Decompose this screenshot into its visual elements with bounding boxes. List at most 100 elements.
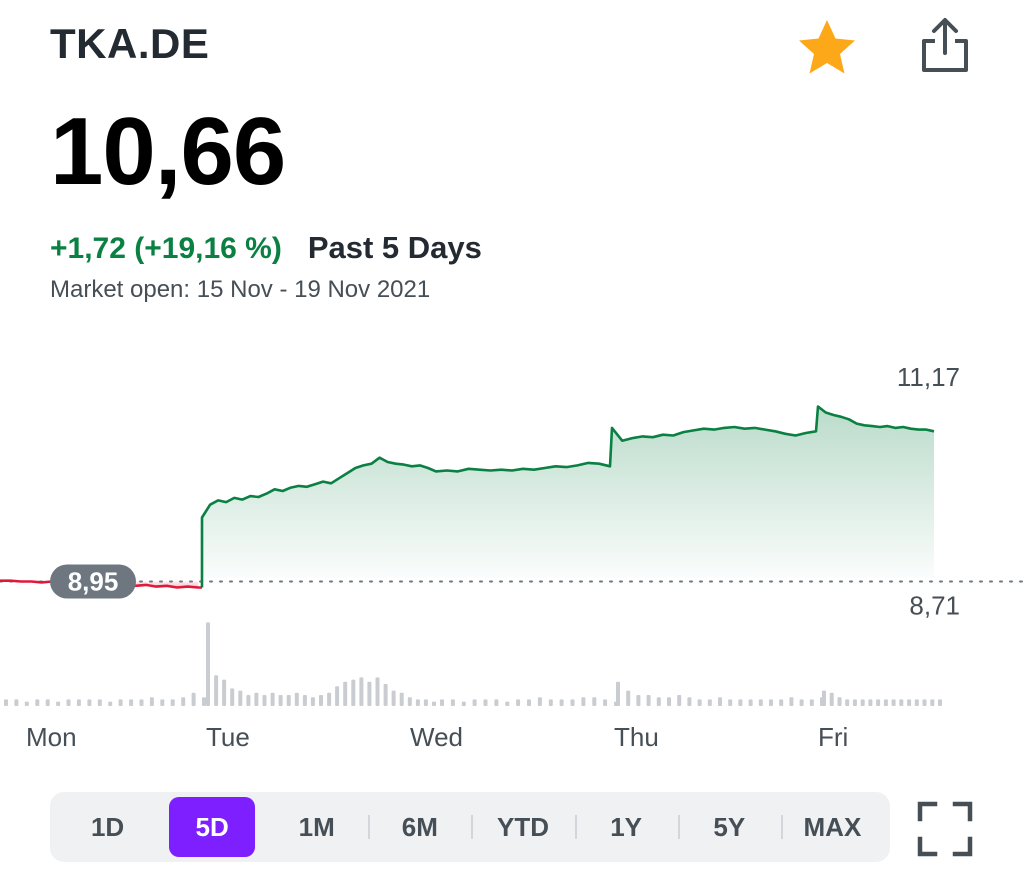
volume-bar [108,701,113,706]
fullscreen-button[interactable] [912,796,978,862]
volume-bar [626,690,631,706]
star-icon [799,20,855,74]
volume-bar [505,701,510,706]
volume-bar [738,699,743,706]
period-label: Past 5 Days [307,230,482,265]
volume-bar [779,699,784,706]
volume-bar [876,699,881,706]
volume-bar [310,697,315,706]
volume-bar [375,677,380,706]
volume-bar [707,699,712,706]
volume-bar [616,681,620,706]
volume-bar [238,690,243,706]
volume-bar [868,699,873,706]
volume-bar [938,699,942,706]
volume-bar [646,695,651,706]
volume-bar [450,699,455,706]
volume-bar [278,695,283,706]
change-row: +1,72 (+19,16 %) Past 5 Days [50,230,482,266]
volume-bar [4,699,8,706]
price-chart[interactable]: 8,95 11,17 8,71 Mon Tue Wed Thu Fri [0,340,1024,760]
volume-bar [335,686,340,706]
volume-bar [399,692,404,706]
range-button-1y[interactable]: 1Y [574,797,678,857]
volume-bar [432,701,436,706]
volume-bar [581,697,586,706]
share-button[interactable] [914,14,976,76]
volume-bar [548,699,553,706]
volume-bar [343,681,348,706]
volume-bar [391,690,396,706]
volume-bar [423,699,428,706]
share-icon [922,18,968,72]
volume-bar [24,701,29,706]
volume-bar [516,699,521,706]
volume-bar [899,699,904,706]
volume-bar [461,701,466,706]
volume-bar [687,697,692,706]
volume-bar [822,690,826,706]
volume-bar [789,697,794,706]
price-change: +1,72 (+19,16 %) [50,232,282,265]
volume-bar [191,692,196,706]
volume-bar [181,697,186,706]
range-button-5d[interactable]: 5D [169,797,256,857]
volume-bar [214,675,219,706]
volume-bar [483,699,488,706]
range-button-5y[interactable]: 5Y [677,797,781,857]
volume-bar [656,697,661,706]
volume-bar [852,699,857,706]
volume-bar [327,692,332,706]
volume-bar [930,699,935,706]
volume-bar [270,692,275,706]
volume-bar [570,699,575,706]
volume-bar [246,695,251,706]
range-button-ytd[interactable]: YTD [471,797,574,857]
volume-bar [718,697,722,706]
range-button-max[interactable]: MAX [780,797,884,857]
volume-bar [769,699,773,706]
volume-bar [592,697,597,706]
volume-bar [66,699,71,706]
volume-bar [494,699,499,706]
volume-bar [837,697,842,706]
volume-bar [809,699,814,706]
watchlist-button[interactable] [796,16,858,78]
volume-bar [559,699,564,706]
volume-bar [56,701,61,706]
volume-bar [286,695,291,706]
volume-bar [527,699,531,706]
volume-bar [254,692,259,706]
volume-bar [748,699,753,706]
volume-bar [160,699,165,706]
range-button-6m[interactable]: 6M [368,797,471,857]
volume-bar [14,699,19,706]
range-button-1d[interactable]: 1D [90,811,125,842]
volume-bar [118,699,123,706]
volume-bar [415,699,420,706]
low-label: 8,71 [909,591,960,621]
volume-bar [636,695,641,706]
volume-bar [914,699,919,706]
volume-bar [891,699,896,706]
volume-bar [367,681,372,706]
volume-bar [677,695,682,706]
x-axis-label-mon: Mon [26,722,77,752]
range-selector: 1D 5D 1M 6M YTD 1Y 5Y MAX [50,792,890,862]
volume-bar [149,697,154,706]
volume-bar [440,699,444,706]
volume-bar [319,695,323,706]
range-button-1m[interactable]: 1M [298,811,335,842]
volume-bar [359,677,364,706]
volume-bar [845,699,850,706]
volume-bar [206,622,210,706]
volume-bar [728,699,733,706]
volume-bar [294,692,299,706]
volume-bar [87,699,92,706]
market-status: Market open: 15 Nov - 19 Nov 2021 [50,276,431,303]
volume-bar [537,697,542,706]
current-price: 10,66 [50,98,286,205]
volume-bar [45,699,50,706]
volume-bar [829,692,834,706]
previous-close-label: 8,95 [68,567,119,597]
